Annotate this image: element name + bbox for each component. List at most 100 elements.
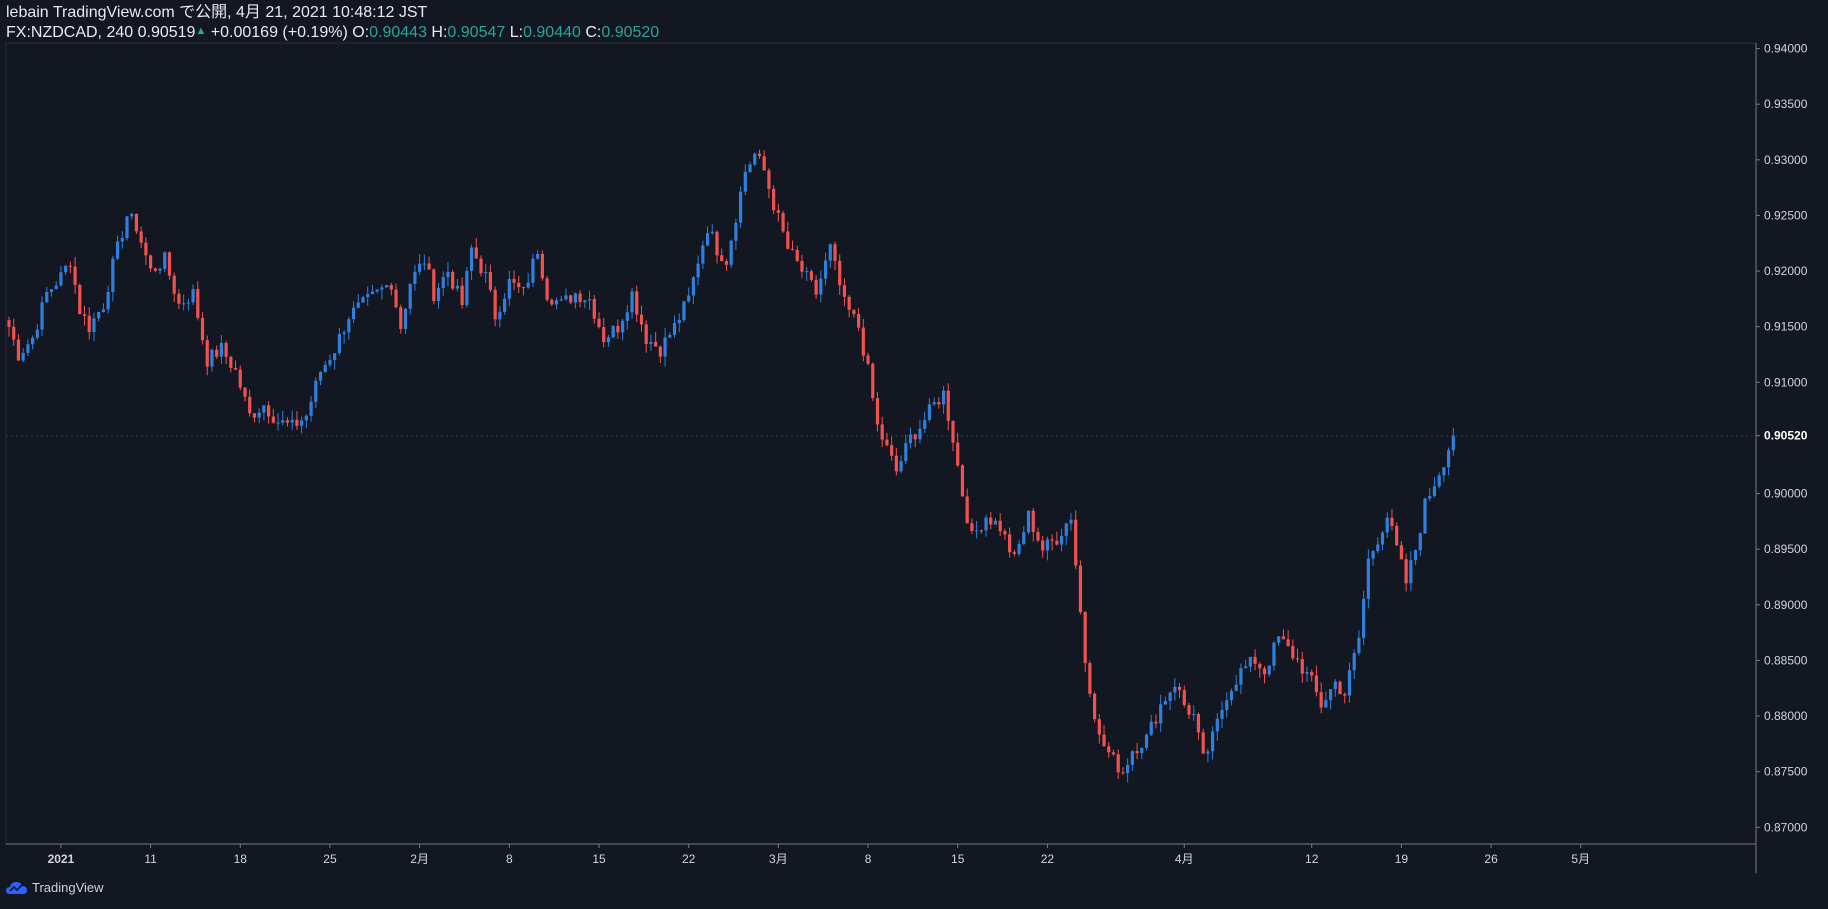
candle-body — [1041, 540, 1045, 551]
candle-body — [918, 428, 922, 440]
candle-body — [186, 302, 190, 304]
candle-body — [35, 329, 39, 338]
candle-body — [1215, 718, 1219, 732]
tradingview-cloud-icon — [6, 881, 27, 894]
candle-body — [1404, 559, 1408, 584]
candle-body — [904, 443, 908, 462]
candle-body — [720, 255, 724, 262]
candle-body — [899, 461, 903, 472]
candle-body — [1187, 705, 1191, 715]
candle-body — [68, 265, 72, 267]
candle-body — [871, 363, 875, 399]
candle-body — [12, 326, 16, 340]
candle-body — [644, 324, 648, 344]
candle-body — [1366, 558, 1370, 599]
candle-body — [281, 420, 285, 423]
candle-body — [385, 285, 389, 288]
plot-border — [5, 42, 1757, 845]
candle-body — [1211, 731, 1215, 752]
candle-body — [597, 318, 601, 328]
candle-body — [762, 156, 766, 171]
time-tick-label: 19 — [1395, 852, 1409, 866]
candle-body — [224, 342, 228, 357]
candle-body — [92, 318, 96, 333]
candle-body — [1229, 690, 1234, 701]
candle-body — [1428, 495, 1432, 499]
candle-body — [540, 253, 544, 279]
candle-body — [436, 288, 441, 301]
candle-body — [64, 265, 68, 273]
candle-body — [16, 339, 21, 361]
candle-body — [729, 240, 733, 265]
candle-body — [351, 307, 356, 320]
current-price-tag — [1757, 426, 1827, 445]
candle-body — [1102, 734, 1106, 747]
time-tick-label: 12 — [1305, 852, 1319, 866]
candle-body — [1385, 517, 1389, 533]
candle-body — [1239, 668, 1243, 685]
candle-body — [1319, 692, 1323, 708]
candle-body — [1116, 754, 1120, 773]
tradingview-logo[interactable]: TradingView — [6, 880, 104, 895]
candle-body — [1324, 700, 1328, 708]
candle-body — [927, 404, 931, 420]
candle-body — [701, 245, 705, 264]
candle-body — [1291, 646, 1295, 659]
candle-body — [1140, 747, 1144, 754]
candle-body — [1031, 510, 1035, 532]
candle-body — [687, 295, 691, 302]
footer-brand: TradingView — [32, 880, 104, 895]
candle-body — [932, 402, 936, 405]
candle-body — [989, 517, 993, 525]
candle-body — [705, 233, 710, 246]
candle-body — [1310, 672, 1314, 676]
candle-body — [257, 412, 261, 418]
candle-body — [318, 371, 323, 381]
candle-body — [82, 314, 87, 316]
price-tick-label: 0.91500 — [1764, 320, 1808, 334]
candle-body — [408, 283, 412, 309]
candle-body — [866, 355, 870, 364]
candle-body — [1192, 714, 1196, 716]
price-tick-label: 0.93000 — [1764, 153, 1808, 167]
candle-body — [40, 302, 44, 330]
candle-body — [215, 349, 219, 357]
candle-body — [375, 289, 379, 292]
candle-body — [229, 356, 233, 368]
candle-body — [54, 285, 58, 290]
candle-body — [1135, 751, 1139, 754]
candle-body — [569, 295, 573, 303]
price-change: +0.00169 (+0.19%) — [210, 24, 348, 41]
candle-body — [1173, 686, 1177, 693]
candle-body — [1267, 665, 1271, 675]
candle-body — [1390, 517, 1394, 526]
candle-body — [1206, 751, 1210, 754]
price-axis[interactable]: 0.94000 0.93500 0.93000 0.92500 0.92000 0.915… — [1756, 42, 1827, 835]
time-tick-label: 22 — [682, 852, 696, 866]
candle-body — [885, 439, 889, 446]
candle-body — [852, 309, 856, 315]
candle-body — [1409, 560, 1413, 584]
candle-body — [78, 284, 82, 315]
candle-body — [658, 346, 662, 357]
candle-body — [776, 210, 780, 213]
candle-body — [847, 296, 851, 310]
symbol-interval[interactable]: FX:NZDCAD, 240 — [6, 24, 134, 41]
candle-body — [1168, 692, 1172, 701]
candle-body — [923, 419, 927, 429]
time-axis[interactable]: 2021 11 18 25 2月 8 15 22 3月 8 15 22 4月 12 19 26 5月 — [48, 844, 1591, 866]
candle-body — [177, 293, 181, 304]
candle-body — [998, 520, 1002, 532]
candle-body — [790, 248, 795, 250]
candle-body — [465, 270, 469, 306]
candle-body — [356, 302, 360, 308]
candle-body — [191, 289, 195, 303]
candle-body — [800, 260, 804, 272]
candle-body — [1055, 540, 1059, 545]
candle-body — [366, 294, 370, 298]
candle-body — [1451, 435, 1455, 451]
candle-body — [1159, 704, 1163, 724]
open-value: 0.90443 — [369, 24, 427, 41]
time-tick-label: 15 — [951, 852, 965, 866]
